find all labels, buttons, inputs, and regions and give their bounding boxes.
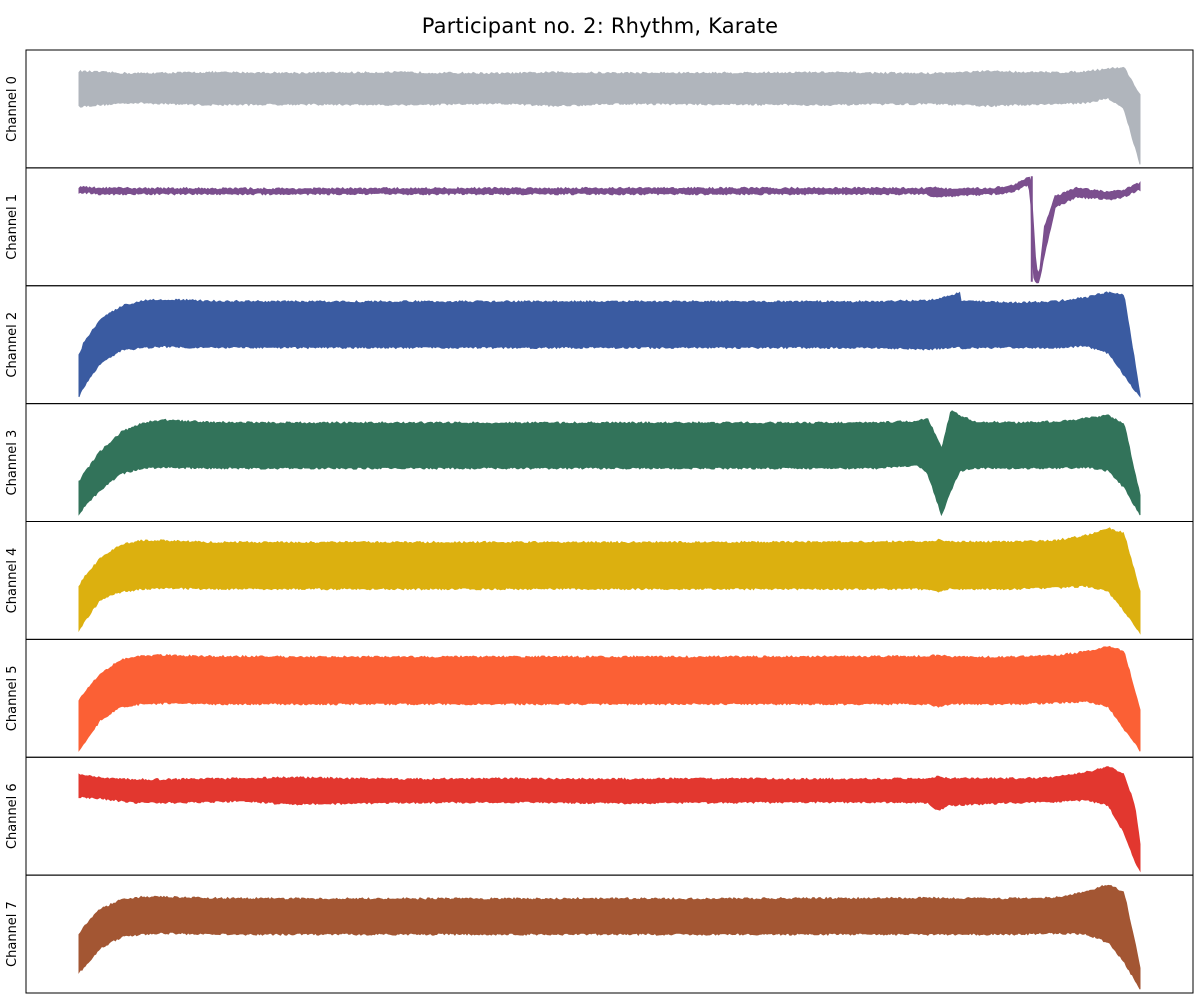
channel-1-label: Channel 1 <box>5 194 20 260</box>
channel-panel-3: Channel 3 <box>5 403 1194 522</box>
channel-panel-2: Channel 2 <box>5 285 1194 405</box>
channel-0-label: Channel 0 <box>5 76 20 142</box>
channel-5-label: Channel 5 <box>5 665 20 731</box>
channel-panel-6: Channel 6 <box>5 756 1194 876</box>
channel-panel-4: Channel 4 <box>5 521 1194 640</box>
channel-6-axes-frame <box>25 756 1194 876</box>
channel-5-signal <box>78 645 1141 752</box>
channel-panel-5: Channel 5 <box>5 638 1194 758</box>
channel-0-axes-frame <box>25 49 1194 169</box>
channel-7-label: Channel 7 <box>5 901 20 967</box>
channel-panel-7: Channel 7 <box>5 874 1194 994</box>
channel-6-label: Channel 6 <box>5 783 20 849</box>
channel-4-signal <box>78 527 1141 635</box>
channel-6-signal <box>78 766 1141 873</box>
chart-title: Participant no. 2: Rhythm, Karate <box>421 14 779 38</box>
channel-3-label: Channel 3 <box>5 430 20 496</box>
channel-1-signal <box>78 176 1141 284</box>
channel-3-signal <box>78 410 1141 517</box>
channel-7-signal <box>78 884 1141 990</box>
channel-0-signal <box>78 66 1141 165</box>
channel-7-axes-frame <box>25 874 1194 994</box>
channel-panel-0: Channel 0 <box>5 49 1194 169</box>
channel-4-label: Channel 4 <box>5 548 20 614</box>
channel-panel-1: Channel 1 <box>5 167 1194 287</box>
channel-2-label: Channel 2 <box>5 312 20 378</box>
channel-2-signal <box>78 291 1141 398</box>
